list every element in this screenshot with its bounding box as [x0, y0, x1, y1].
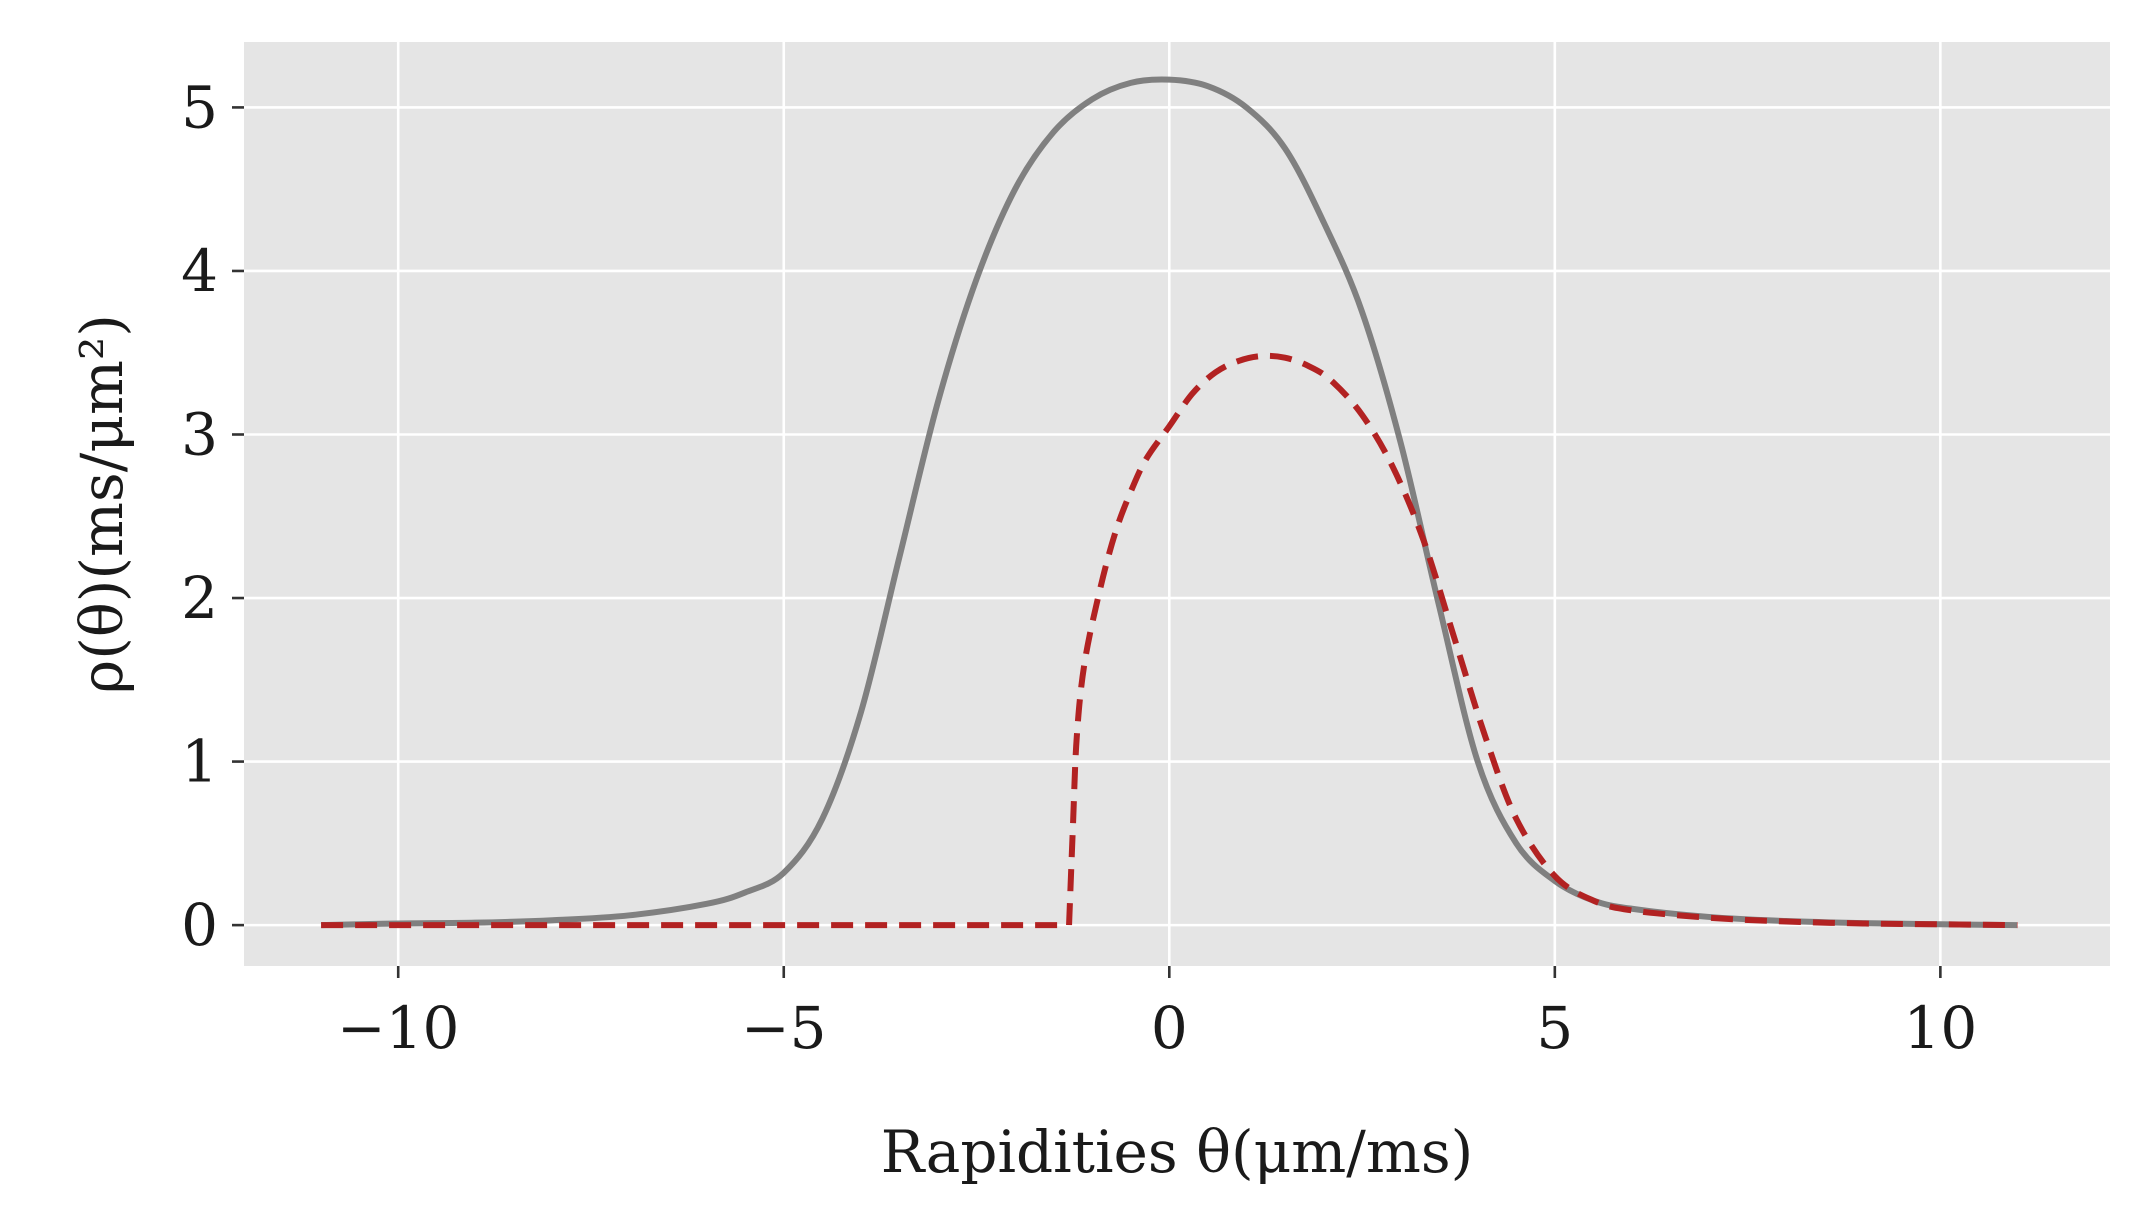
plot-background	[244, 42, 2110, 966]
x-tick-label: −10	[337, 994, 459, 1062]
x-tick-label: −5	[741, 994, 827, 1062]
y-tick-label: 4	[181, 237, 218, 305]
grid	[244, 42, 2110, 966]
x-tick-label: 10	[1903, 994, 1977, 1062]
x-axis-label: Rapidities θ(μm/ms)	[881, 1118, 1474, 1186]
y-tick-label: 2	[181, 564, 218, 632]
series-group	[321, 76, 2018, 929]
x-tick-label: 0	[1151, 994, 1188, 1062]
y-tick-label: 0	[181, 891, 218, 959]
dashed-series-line	[321, 352, 2018, 929]
y-tick-label: 1	[181, 728, 218, 796]
x-tick-label: 5	[1536, 994, 1573, 1062]
y-tick-label: 5	[181, 73, 218, 141]
y-axis-label: ρ(θ)(ms/μm²)	[68, 314, 136, 694]
ticks: −10 −5 0 5 10 0 1 2 3 4 5	[181, 73, 1977, 1062]
y-tick-label: 3	[181, 400, 218, 468]
